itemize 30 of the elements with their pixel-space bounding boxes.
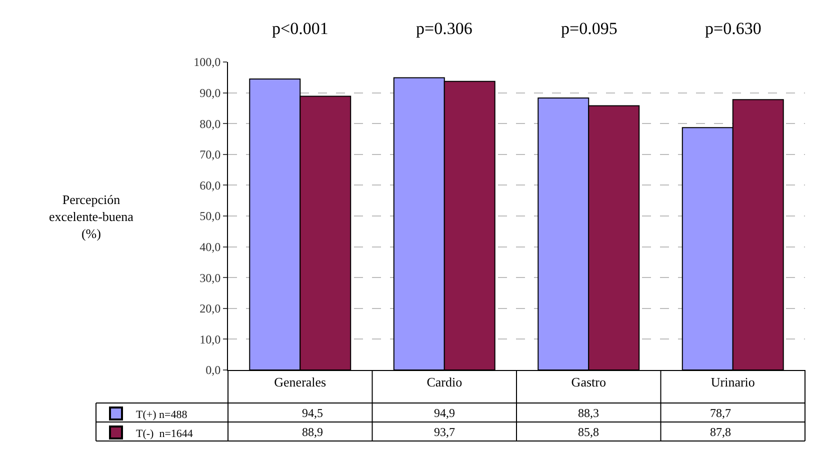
- text: p=0.630: [705, 19, 762, 38]
- data-label: 88,9: [302, 425, 323, 439]
- y-tick-label: 10,0: [200, 332, 221, 346]
- text: p=0.306: [416, 19, 472, 38]
- x-tick-label: Cardio: [426, 374, 462, 390]
- y-tick-label: 70,0: [200, 148, 221, 162]
- data-label: 94,9: [434, 406, 455, 420]
- y-tick-label: 40,0: [200, 240, 221, 254]
- data-label: 93,7: [434, 425, 455, 439]
- data-label: 85,8: [578, 425, 599, 439]
- y-tick-label: 80,0: [200, 116, 221, 131]
- data-label: 88,3: [578, 406, 599, 420]
- y-tick-label: 30,0: [200, 270, 221, 285]
- data-label: 94,5: [302, 406, 323, 420]
- x-tick-label: Urinario: [710, 374, 755, 390]
- text: p=0.095: [561, 19, 618, 38]
- y-tick-label: 20,0: [200, 302, 221, 316]
- x-tick-label: Gastro: [571, 374, 606, 390]
- data-label: 78,7: [710, 406, 731, 420]
- y-tick-label: 50,0: [200, 209, 221, 224]
- text: p<0.001: [272, 19, 328, 38]
- y-axis-title: Percepción excelente-buena (%): [49, 192, 134, 241]
- data-label: 87,8: [710, 425, 731, 439]
- x-tick-label: Generales: [274, 374, 326, 390]
- legend-label: T(+) n=488: [136, 408, 188, 421]
- y-tick-label: 100,0: [194, 55, 221, 70]
- y-tick-label: 60,0: [200, 178, 221, 192]
- legend-label: T(-) n=1644: [136, 428, 194, 440]
- y-tick-label: 0,0: [206, 363, 221, 378]
- y-tick-label: 90,0: [200, 86, 221, 100]
